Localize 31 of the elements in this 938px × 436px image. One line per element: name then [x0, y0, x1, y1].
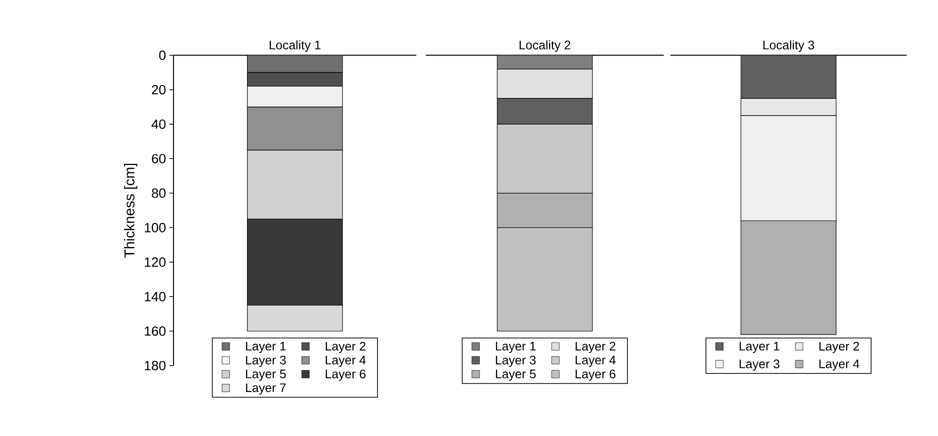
legend-label: Layer 2 — [576, 342, 616, 354]
x-tick-label: Locality 1 — [270, 40, 320, 52]
legend-label: Layer 1 — [740, 342, 780, 353]
legend-label: Layer 1 — [246, 342, 286, 353]
y-tick-label: 120 — [144, 257, 166, 267]
x-tick-label: Locality 3 — [763, 40, 814, 52]
y-tick-label: 140 — [144, 292, 166, 302]
legend-label: Layer 6 — [576, 370, 616, 381]
x-tick-label: Locality 2 — [520, 40, 570, 52]
legend-label: Layer 4 — [819, 360, 860, 371]
y-tick-label: 20 — [152, 84, 166, 94]
y-tick-label: 180 — [144, 360, 166, 370]
legend-label: Layer 3 — [496, 356, 536, 367]
legend-label: Layer 3 — [740, 360, 780, 371]
y-tick-label: 0 — [159, 50, 166, 60]
y-tick-label: 100 — [144, 222, 166, 232]
legend-label: Layer 6 — [326, 370, 366, 381]
legend-label: Layer 2 — [819, 342, 860, 354]
legend-label: Layer 2 — [326, 342, 366, 354]
legend-label: Layer 5 — [496, 370, 536, 381]
legend-label: Layer 1 — [496, 342, 536, 353]
legend-label: Layer 7 — [246, 383, 286, 395]
legend-label: Layer 4 — [326, 356, 366, 367]
y-axis-title: Thickness [cm] — [124, 164, 138, 258]
legend-label: Layer 5 — [246, 370, 286, 381]
legend-label: Layer 3 — [246, 356, 286, 367]
y-tick-label: 60 — [152, 154, 166, 164]
legend-label: Layer 4 — [576, 356, 616, 367]
y-tick-label: 160 — [144, 326, 166, 336]
y-tick-label: 40 — [152, 119, 166, 129]
y-tick-label: 80 — [152, 188, 166, 198]
